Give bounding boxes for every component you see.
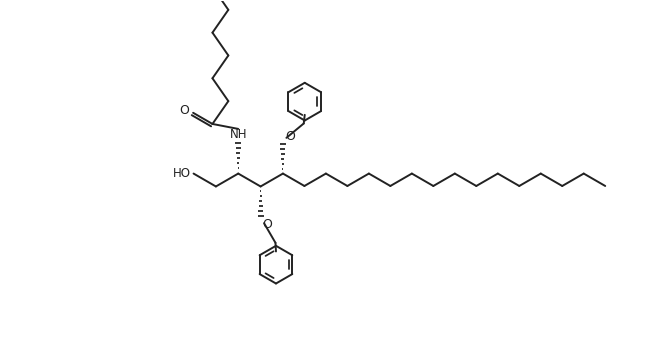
Text: O: O [262, 218, 272, 231]
Text: NH: NH [230, 128, 247, 141]
Text: O: O [179, 104, 189, 117]
Text: O: O [285, 130, 295, 143]
Text: HO: HO [173, 167, 191, 180]
